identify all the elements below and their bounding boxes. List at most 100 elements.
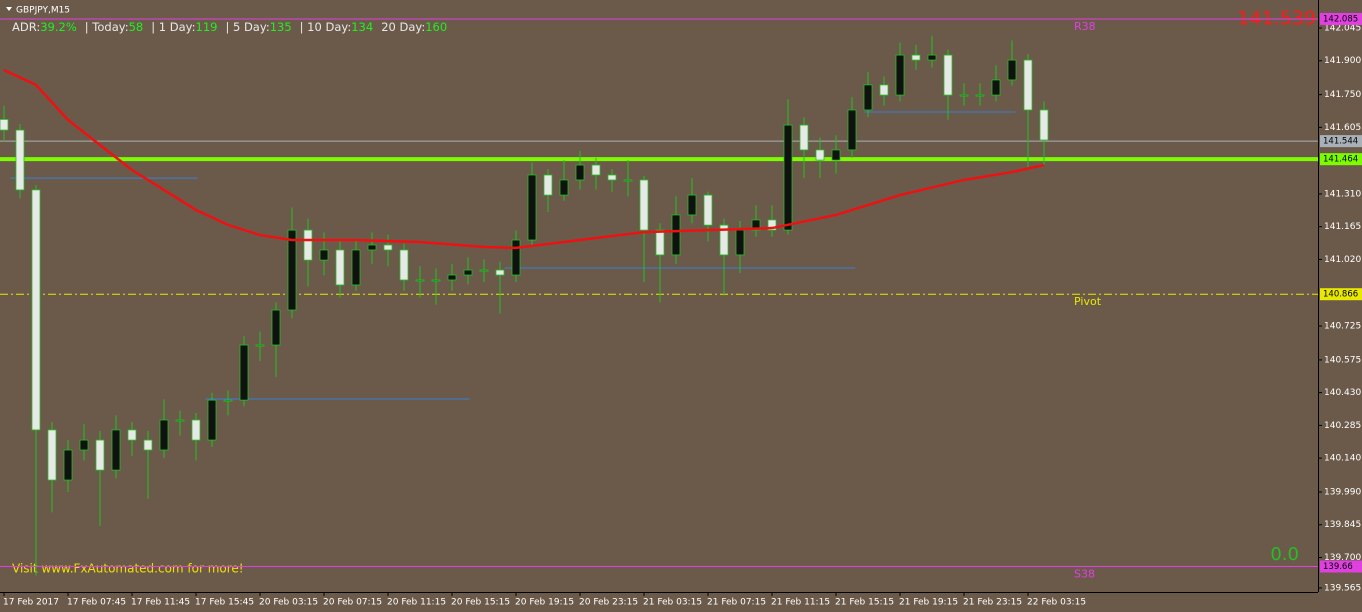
y-tick-label: 140.140	[1324, 454, 1361, 464]
candle-body	[15, 129, 25, 191]
x-tick-label: 21 Feb 19:15	[899, 598, 958, 608]
candle-body	[847, 109, 857, 151]
candle-body	[943, 54, 953, 96]
candle-body	[175, 419, 185, 422]
candle-body	[95, 439, 105, 471]
candle-body	[63, 449, 73, 481]
candle-body	[1023, 59, 1033, 111]
candle-body	[447, 274, 457, 281]
candle-body	[383, 244, 393, 251]
symbol-box[interactable]	[2, 2, 78, 16]
stat-value: 135	[270, 20, 292, 34]
candle-body	[303, 229, 313, 261]
candle-body	[463, 269, 473, 276]
candle-body	[1007, 59, 1017, 81]
y-tick-label: 140.430	[1324, 388, 1361, 398]
level-label: R38	[1074, 20, 1096, 33]
stat-label: 20 Day:	[381, 20, 425, 34]
stat-value: 58	[129, 20, 144, 34]
candle-body	[831, 149, 841, 161]
y-tick-label: 139.990	[1324, 488, 1361, 498]
y-tick-label: 139.845	[1324, 520, 1361, 530]
candle-body	[207, 399, 217, 441]
candle-body	[527, 174, 537, 241]
candle-body	[703, 194, 713, 226]
candle-body	[575, 164, 585, 181]
candle-body	[255, 344, 265, 347]
candle-body	[863, 84, 873, 111]
candle-body	[79, 439, 89, 451]
price-box-label: 142.085	[1323, 14, 1358, 24]
candle-body	[191, 419, 201, 441]
candle-body	[559, 179, 569, 196]
x-tick-label: 21 Feb 15:15	[835, 598, 894, 608]
candle-body	[351, 249, 361, 286]
x-tick-label: 22 Feb 03:15	[1027, 598, 1086, 608]
candle-body	[927, 54, 937, 61]
candle-body	[975, 94, 985, 97]
candle-body	[1039, 109, 1049, 141]
candle-body	[495, 269, 505, 276]
stat-value: 119	[196, 20, 218, 34]
candle-body	[815, 149, 825, 161]
candle-body	[895, 54, 905, 96]
y-tick-label: 139.700	[1324, 553, 1361, 563]
candle-body	[719, 224, 729, 256]
price-box-label: 140.866	[1323, 290, 1358, 300]
y-tick-label: 141.900	[1324, 56, 1361, 66]
y-tick-label: 141.165	[1324, 222, 1361, 232]
y-tick-label: 141.605	[1324, 123, 1361, 133]
x-tick-label: 21 Feb 11:15	[771, 598, 830, 608]
x-tick-label: 21 Feb 23:15	[963, 598, 1022, 608]
stat-value: 160	[425, 20, 447, 34]
price-box	[1320, 288, 1362, 301]
y-tick-label: 141.750	[1324, 90, 1361, 100]
dropdown-icon[interactable]	[6, 7, 12, 11]
candle-body	[639, 179, 649, 231]
stat-label: ADR:	[12, 20, 40, 34]
candle-body	[223, 399, 233, 402]
stat-label: | Today:	[85, 20, 129, 34]
candle-body	[335, 249, 345, 286]
x-tick-label: 21 Feb 03:15	[643, 598, 702, 608]
candle-body	[799, 124, 809, 151]
candle-body	[671, 214, 681, 256]
y-tick-label: 139.565	[1324, 583, 1361, 593]
stat-value: 134	[351, 20, 373, 34]
price-box	[1320, 12, 1362, 25]
y-tick-label: 141.020	[1324, 255, 1361, 265]
candle-body	[399, 249, 409, 281]
candle-body	[911, 54, 921, 61]
y-tick-label: 142.045	[1324, 23, 1361, 33]
y-tick-label: 141.310	[1324, 189, 1361, 199]
moving-average	[3, 68, 1045, 250]
candle-body	[319, 249, 329, 261]
adr-stats: ADR:39.2% | Today:58 | 1 Day:119 | 5 Day:13…	[12, 20, 447, 34]
x-tick-label: 20 Feb 07:15	[323, 598, 382, 608]
x-tick-label: 17 Feb 2017	[3, 598, 59, 608]
x-tick-label: 20 Feb 15:15	[451, 598, 510, 608]
candle-body	[143, 439, 153, 451]
candle-body	[31, 189, 41, 431]
chart-title: GBPJPY,M15	[16, 6, 70, 16]
candle-body	[47, 429, 57, 481]
candle-body	[591, 164, 601, 176]
candle-body	[367, 244, 377, 251]
y-tick-label: 140.575	[1324, 355, 1361, 365]
stat-label: | 1 Day:	[151, 20, 195, 34]
candle-body	[479, 269, 489, 272]
stat-label: | 5 Day:	[225, 20, 269, 34]
candle-body	[271, 309, 281, 346]
candle-body	[127, 429, 137, 441]
footer-link[interactable]: Visit www.FxAutomated.com for more!	[12, 562, 244, 576]
candle-body	[287, 229, 297, 311]
y-tick-label: 140.725	[1324, 322, 1361, 332]
x-tick-label: 20 Feb 03:15	[259, 598, 318, 608]
y-tick-label: 140.285	[1324, 421, 1361, 431]
candle-body	[159, 419, 169, 451]
x-tick-label: 17 Feb 07:45	[67, 598, 126, 608]
candle-body	[415, 279, 425, 282]
candle-body	[991, 79, 1001, 96]
